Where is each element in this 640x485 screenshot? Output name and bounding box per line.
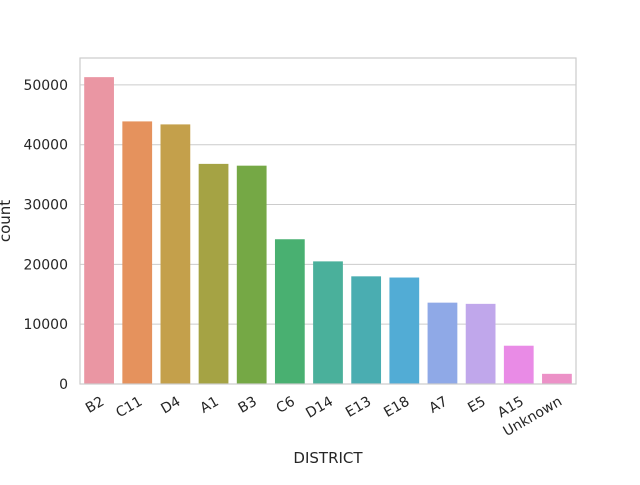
x-tick-label: B3 [236,394,260,417]
x-tick-label: A7 [426,394,450,417]
bar-b2 [84,77,114,384]
bar-b3 [236,165,267,384]
bar-c6 [274,239,305,384]
x-tick-label: D4 [158,394,183,418]
bar-layer [84,77,572,384]
x-tick-label: D14 [303,394,336,422]
x-tick-label: E18 [381,394,412,421]
bar-e5 [465,303,496,384]
y-tick-label: 40000 [23,138,68,154]
x-tick-label: A1 [198,394,222,417]
y-tick-label: 0 [59,377,68,393]
bar-a1 [198,163,229,384]
x-tick-label: C11 [113,394,145,422]
bar-unknown [542,373,572,384]
y-tick-label: 20000 [23,257,68,273]
x-tick-label: C6 [274,394,298,417]
x-tick-label: E13 [343,394,374,421]
y-tick-label: 30000 [23,198,68,214]
y-tick-label: 50000 [23,78,68,94]
y-axis-label: count [0,200,14,242]
y-tick-label: 10000 [23,317,68,333]
bar-e18 [389,277,420,384]
bar-c11 [122,121,153,384]
plot-frame [79,57,577,385]
x-axis-label: DISTRICT [293,449,363,467]
bar-d14 [313,261,343,384]
y-tick-labels: 0 10000 20000 30000 40000 50000 [23,78,68,393]
bar-a15 [503,345,534,384]
bar-e13 [351,276,382,384]
x-tick-label: E5 [465,394,488,417]
x-tick-label: B2 [83,394,107,417]
bar-d4 [160,124,191,384]
bar-a7 [427,302,458,384]
